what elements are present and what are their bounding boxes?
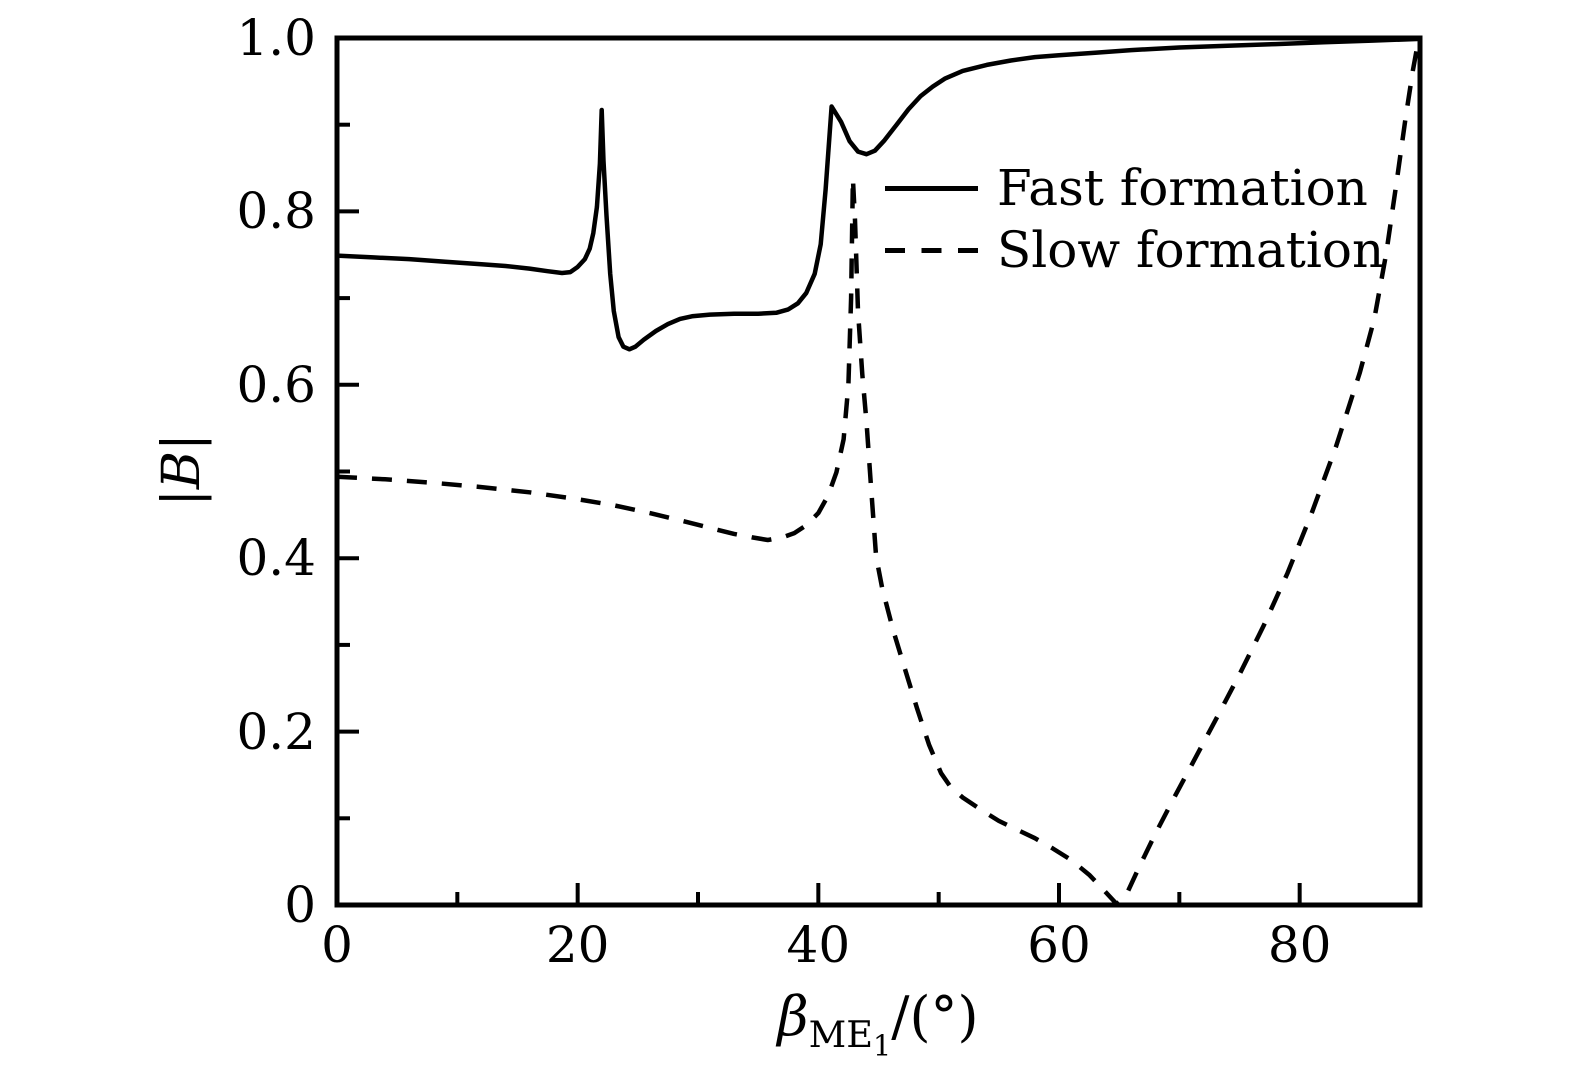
- y-tick-label: 0.8: [236, 182, 316, 241]
- y-tick-label: 0: [284, 876, 316, 934]
- legend-item-slow: Slow formation: [885, 224, 1384, 276]
- fast-formation-line: [336, 36, 1421, 352]
- x-tick-label: 0: [321, 916, 353, 974]
- x-axis-label: βME1/(°): [777, 985, 979, 1059]
- x-axis-label-subscript: ME: [808, 1012, 874, 1056]
- legend-label-slow: Slow formation: [997, 221, 1385, 279]
- y-tick-label: 1.0: [236, 9, 316, 67]
- x-axis-label-units: /(°): [891, 985, 979, 1048]
- x-tick-label: 20: [545, 916, 610, 974]
- y-axis-label-symbol: B: [152, 450, 212, 490]
- legend: Fast formation Slow formation: [885, 162, 1384, 286]
- y-tick-label: 0.6: [236, 355, 316, 414]
- solid-line-swatch-icon: [885, 185, 978, 191]
- x-tick-label: 60: [1027, 916, 1091, 974]
- legend-label-fast: Fast formation: [997, 159, 1368, 217]
- x-axis-label-beta: β: [777, 985, 809, 1048]
- x-tick-label: 80: [1267, 916, 1332, 974]
- y-axis-label: |B|: [152, 433, 212, 506]
- y-axis-label-bar-right: |: [152, 433, 212, 451]
- y-tick-label: 0.4: [236, 529, 316, 588]
- legend-item-fast: Fast formation: [885, 162, 1384, 214]
- y-tick-label: 0.2: [236, 702, 316, 761]
- x-axis-label-subsubscript: 1: [873, 1028, 892, 1063]
- dashed-line-swatch-icon: [885, 247, 978, 253]
- x-tick-label: 40: [786, 916, 851, 974]
- y-axis-label-bar-left: |: [152, 489, 212, 507]
